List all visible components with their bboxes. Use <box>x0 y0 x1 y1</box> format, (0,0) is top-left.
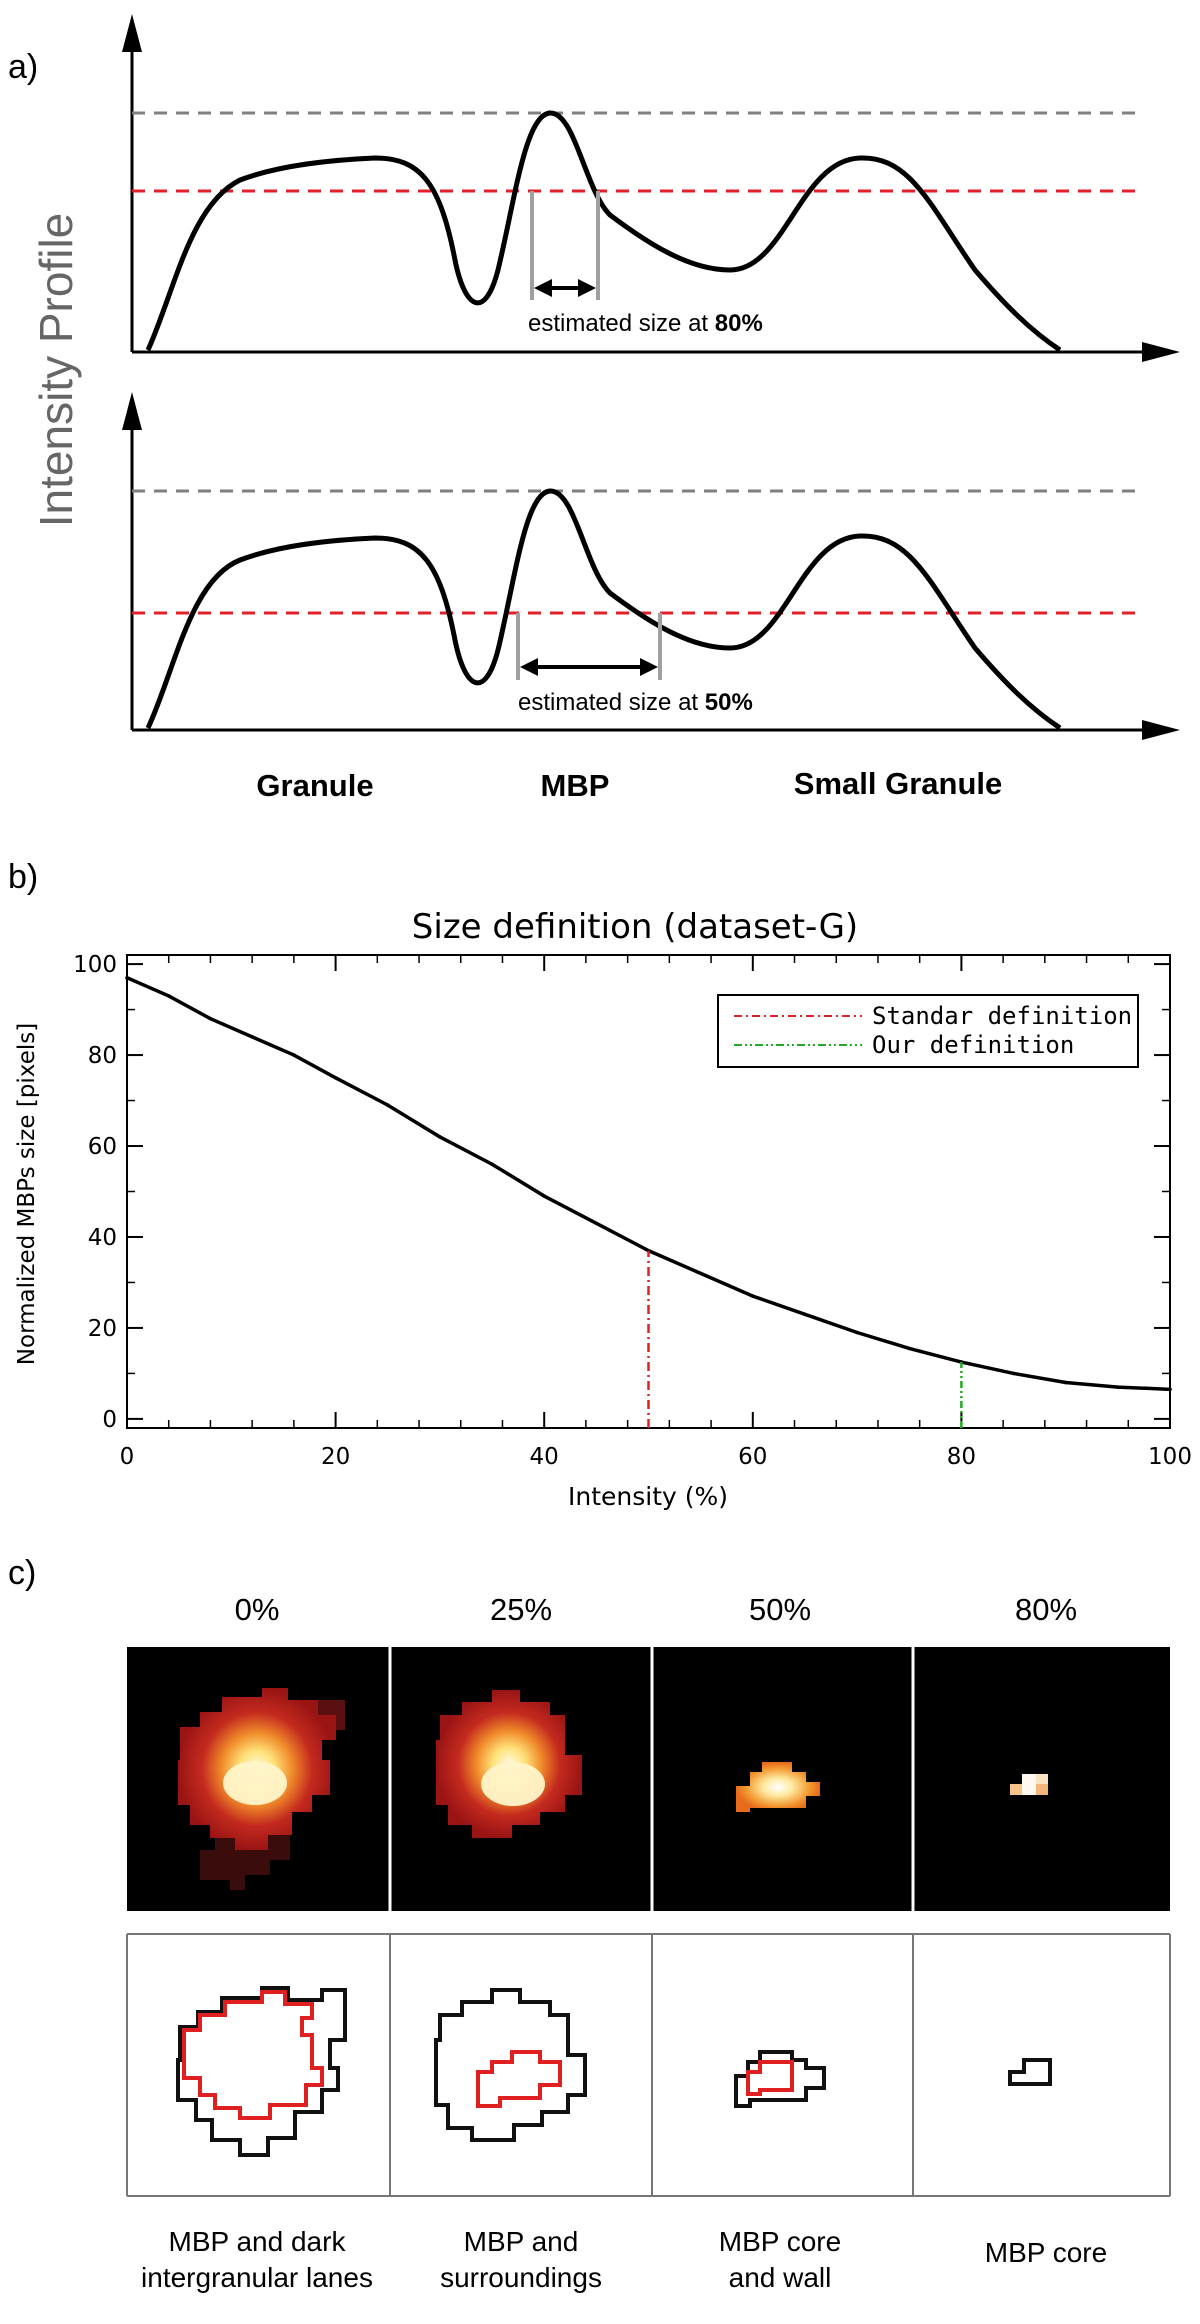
chart-point-13 <box>751 1294 755 1298</box>
chart-point-8 <box>490 1162 494 1167</box>
panel-label-b: b) <box>8 858 38 896</box>
chart-point-12 <box>698 1271 703 1276</box>
bottom-width-annotation: estimated size at 50% <box>518 689 753 716</box>
heatmap-25-core <box>481 1762 545 1806</box>
x-tick-label-100: 100 <box>1148 1444 1192 1470</box>
contour-0-inner <box>182 1990 324 2120</box>
x-tick-label-80: 80 <box>947 1444 976 1470</box>
chart-point-4 <box>292 1053 296 1057</box>
threshold-label-80: 80% <box>1015 1592 1077 1627</box>
feature-label-mbp: MBP <box>541 768 610 803</box>
top-intensity-profile <box>145 110 1062 353</box>
chart-threshold-markers <box>647 1250 963 1428</box>
panel-a-bottom-plot: estimated size at 50% <box>122 392 1180 740</box>
chart-point-1 <box>166 994 171 998</box>
chart-xlabel: Intensity (%) <box>568 1482 728 1511</box>
heatmap-80-pixel-1 <box>1010 1784 1022 1795</box>
panel-a-top-plot: estimated size at 80% <box>122 14 1180 362</box>
heatmap-80-pixel-3 <box>1036 1774 1048 1784</box>
chart-point-10 <box>594 1221 599 1226</box>
chart-title: Size definition (dataset-G) <box>412 907 858 947</box>
x-tick-label-20: 20 <box>321 1444 350 1470</box>
chart-point-0 <box>125 975 129 980</box>
chart-point-21 <box>1168 1387 1172 1392</box>
chart-point-6 <box>385 1103 390 1107</box>
bottom-intensity-profile <box>145 488 1062 731</box>
threshold-label-0: 0% <box>235 1592 280 1627</box>
chart-point-19 <box>1063 1380 1068 1385</box>
threshold-label-25: 25% <box>490 1592 552 1627</box>
size-chart: 0 20 40 60 80 100 0 20 40 60 80 100 Standar definit… <box>73 952 1192 1470</box>
contour-50-inner <box>746 2060 794 2096</box>
chart-point-3 <box>250 1035 254 1039</box>
chart-legend: Standar definition Our definition <box>717 994 1139 1068</box>
chart-point-2 <box>208 1016 213 1021</box>
bottom-y-arrow-head <box>122 392 142 430</box>
legend-box <box>717 994 1139 1068</box>
y-tick-label-80: 80 <box>88 1043 117 1069</box>
y-tick-label-100: 100 <box>73 952 117 978</box>
chart-data-points <box>125 975 1172 1392</box>
contour-row <box>126 1933 1171 2197</box>
chart-ylabel: Normalized MBPs size [pixels] <box>14 1023 40 1365</box>
top-width-arrow-left-head <box>534 279 552 297</box>
bottom-width-arrow-right-head <box>640 658 658 676</box>
top-width-annotation: estimated size at 80% <box>528 310 763 337</box>
top-x-arrow-head <box>1142 342 1180 362</box>
heatmap-row <box>127 1647 1170 1911</box>
chart-point-20 <box>1116 1385 1120 1389</box>
panel-label-a: a) <box>8 48 38 86</box>
y-tick-label-60: 60 <box>88 1134 117 1160</box>
chart-point-14 <box>803 1312 807 1317</box>
heatmap-0-core <box>223 1761 287 1805</box>
threshold-label-50: 50% <box>749 1592 811 1627</box>
y-tick-label-40: 40 <box>88 1225 117 1251</box>
caption-0: MBP and dark intergranular lanes <box>141 2226 373 2293</box>
chart-point-15 <box>855 1330 859 1335</box>
heatmap-0-percent <box>178 1688 345 1890</box>
chart-point-16 <box>907 1346 912 1351</box>
legend-label-standar: Standar definition <box>872 1002 1132 1030</box>
chart-point-18 <box>1011 1371 1016 1376</box>
bottom-width-arrow-left-head <box>520 658 538 676</box>
heatmap-80-percent <box>1010 1774 1048 1795</box>
top-y-arrow-head <box>122 14 142 52</box>
caption-25: MBP and surroundings <box>440 2226 602 2293</box>
contour-25-inner <box>476 2050 562 2108</box>
bottom-x-arrow-head <box>1142 720 1180 740</box>
heatmap-80-pixel-2 <box>1022 1774 1036 1795</box>
chart-point-5 <box>333 1075 338 1080</box>
x-tick-label-0: 0 <box>120 1444 135 1470</box>
contour-50-outer <box>734 2050 826 2108</box>
caption-50: MBP core and wall <box>719 2226 841 2293</box>
x-tick-label-60: 60 <box>738 1444 767 1470</box>
caption-80: MBP core <box>985 2237 1107 2268</box>
panel-label-c: c) <box>8 1554 36 1592</box>
panel-a-ylabel: Intensity Profile <box>30 213 82 527</box>
feature-label-small-granule: Small Granule <box>794 766 1002 801</box>
y-tick-label-20: 20 <box>88 1316 117 1342</box>
top-width-arrow-right-head <box>578 279 596 297</box>
heatmap-80-pixel-4 <box>1036 1784 1048 1795</box>
contour-80-outer <box>1008 2058 1052 2086</box>
chart-tick-labels: 0 20 40 60 80 100 0 20 40 60 80 100 <box>73 952 1192 1470</box>
heatmap-50-percent <box>736 1762 820 1812</box>
x-tick-label-40: 40 <box>530 1444 559 1470</box>
legend-label-our: Our definition <box>872 1031 1074 1059</box>
feature-label-granule: Granule <box>256 768 373 803</box>
contour-25-outer <box>434 1988 587 2142</box>
chart-point-9 <box>542 1194 546 1198</box>
heatmap-0-dark-edge <box>318 1700 345 1730</box>
chart-series-line <box>126 976 1171 1392</box>
y-tick-label-0: 0 <box>102 1407 117 1433</box>
heatmap-50-region <box>736 1762 820 1812</box>
chart-point-7 <box>438 1135 442 1139</box>
heatmap-25-percent <box>436 1690 582 1838</box>
